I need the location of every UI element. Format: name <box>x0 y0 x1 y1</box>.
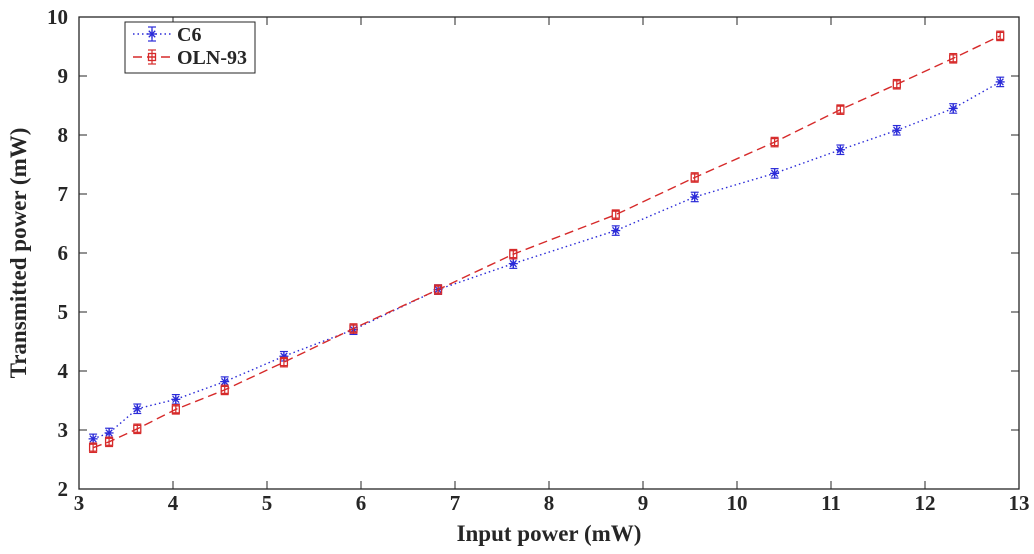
data-point <box>611 210 620 219</box>
data-point <box>996 31 1005 41</box>
data-point <box>279 357 289 367</box>
x-axis-label: Input power (mW) <box>457 521 642 546</box>
data-point-stroke <box>612 226 620 235</box>
x-tick-label: 4 <box>168 491 179 515</box>
data-point-stroke <box>105 429 113 437</box>
legend-box <box>124 21 256 74</box>
data-point-stroke <box>949 104 957 113</box>
data-point <box>770 168 780 178</box>
y-axis-label: Transmitted power (mW) <box>6 128 31 379</box>
data-point-stroke <box>836 146 845 154</box>
data-point <box>948 103 958 113</box>
y-tick-label: 10 <box>47 5 68 29</box>
x-tick-label: 11 <box>821 491 841 515</box>
y-tick-label: 4 <box>58 359 69 383</box>
data-point <box>611 226 621 236</box>
legend-marker <box>147 52 157 62</box>
x-tick-label: 5 <box>262 491 273 515</box>
data-point <box>892 80 901 89</box>
data-point <box>690 173 699 182</box>
x-tick-label: 12 <box>915 491 936 515</box>
data-point <box>949 54 958 63</box>
x-tick-label: 6 <box>356 491 367 515</box>
data-point-stroke <box>221 377 229 386</box>
data-point-stroke <box>172 395 180 404</box>
y-tick-label: 6 <box>58 241 69 265</box>
legend-sample-oln-93 <box>133 49 171 65</box>
data-point <box>133 424 142 433</box>
data-point-stroke <box>89 435 97 443</box>
y-tick-label: 7 <box>58 182 69 206</box>
data-point-stroke <box>691 193 699 201</box>
data-point-stroke <box>893 126 901 134</box>
data-point-stroke <box>509 259 517 268</box>
y-tick-label: 5 <box>58 300 69 324</box>
series-c6 <box>88 76 1005 445</box>
y-tick-label: 2 <box>58 477 69 501</box>
data-point <box>508 259 518 269</box>
legend: C6 OLN-93 <box>124 21 256 74</box>
y-tick-label: 9 <box>58 64 69 88</box>
series-line-oln-93 <box>92 35 1001 449</box>
series-oln-93 <box>88 30 1005 454</box>
data-point-stroke <box>770 169 779 178</box>
data-point-stroke <box>996 78 1004 86</box>
data-point-stroke <box>133 405 141 413</box>
data-point <box>104 428 114 438</box>
y-tick-label: 8 <box>58 123 69 147</box>
data-point <box>171 394 181 404</box>
data-point <box>995 77 1005 87</box>
data-point <box>104 437 114 446</box>
x-tick-label: 10 <box>727 491 748 515</box>
legend-sample-c6 <box>133 26 171 42</box>
data-point <box>88 443 98 452</box>
legend-marker <box>147 29 157 39</box>
x-tick-label: 7 <box>450 491 461 515</box>
x-tick-label: 8 <box>544 491 555 515</box>
x-tick-label: 9 <box>638 491 649 515</box>
x-tick-label: 13 <box>1009 491 1030 515</box>
data-point <box>171 405 180 414</box>
legend-label-c6: C6 <box>177 24 201 46</box>
data-point <box>220 385 229 395</box>
series-layer <box>88 30 1005 454</box>
data-point <box>132 404 142 414</box>
x-tick-label: 3 <box>74 491 85 515</box>
data-point <box>835 145 845 155</box>
plot-area <box>78 16 1020 490</box>
data-point <box>690 192 700 202</box>
data-point <box>770 137 779 147</box>
data-point <box>433 285 443 294</box>
data-point <box>349 324 358 333</box>
data-point <box>836 105 845 114</box>
legend-marker-stroke <box>148 30 156 38</box>
data-point <box>509 250 518 259</box>
data-point <box>88 434 98 444</box>
legend-label-oln-93: OLN-93 <box>177 47 247 69</box>
data-point <box>892 125 902 135</box>
y-tick-label: 3 <box>58 418 69 442</box>
